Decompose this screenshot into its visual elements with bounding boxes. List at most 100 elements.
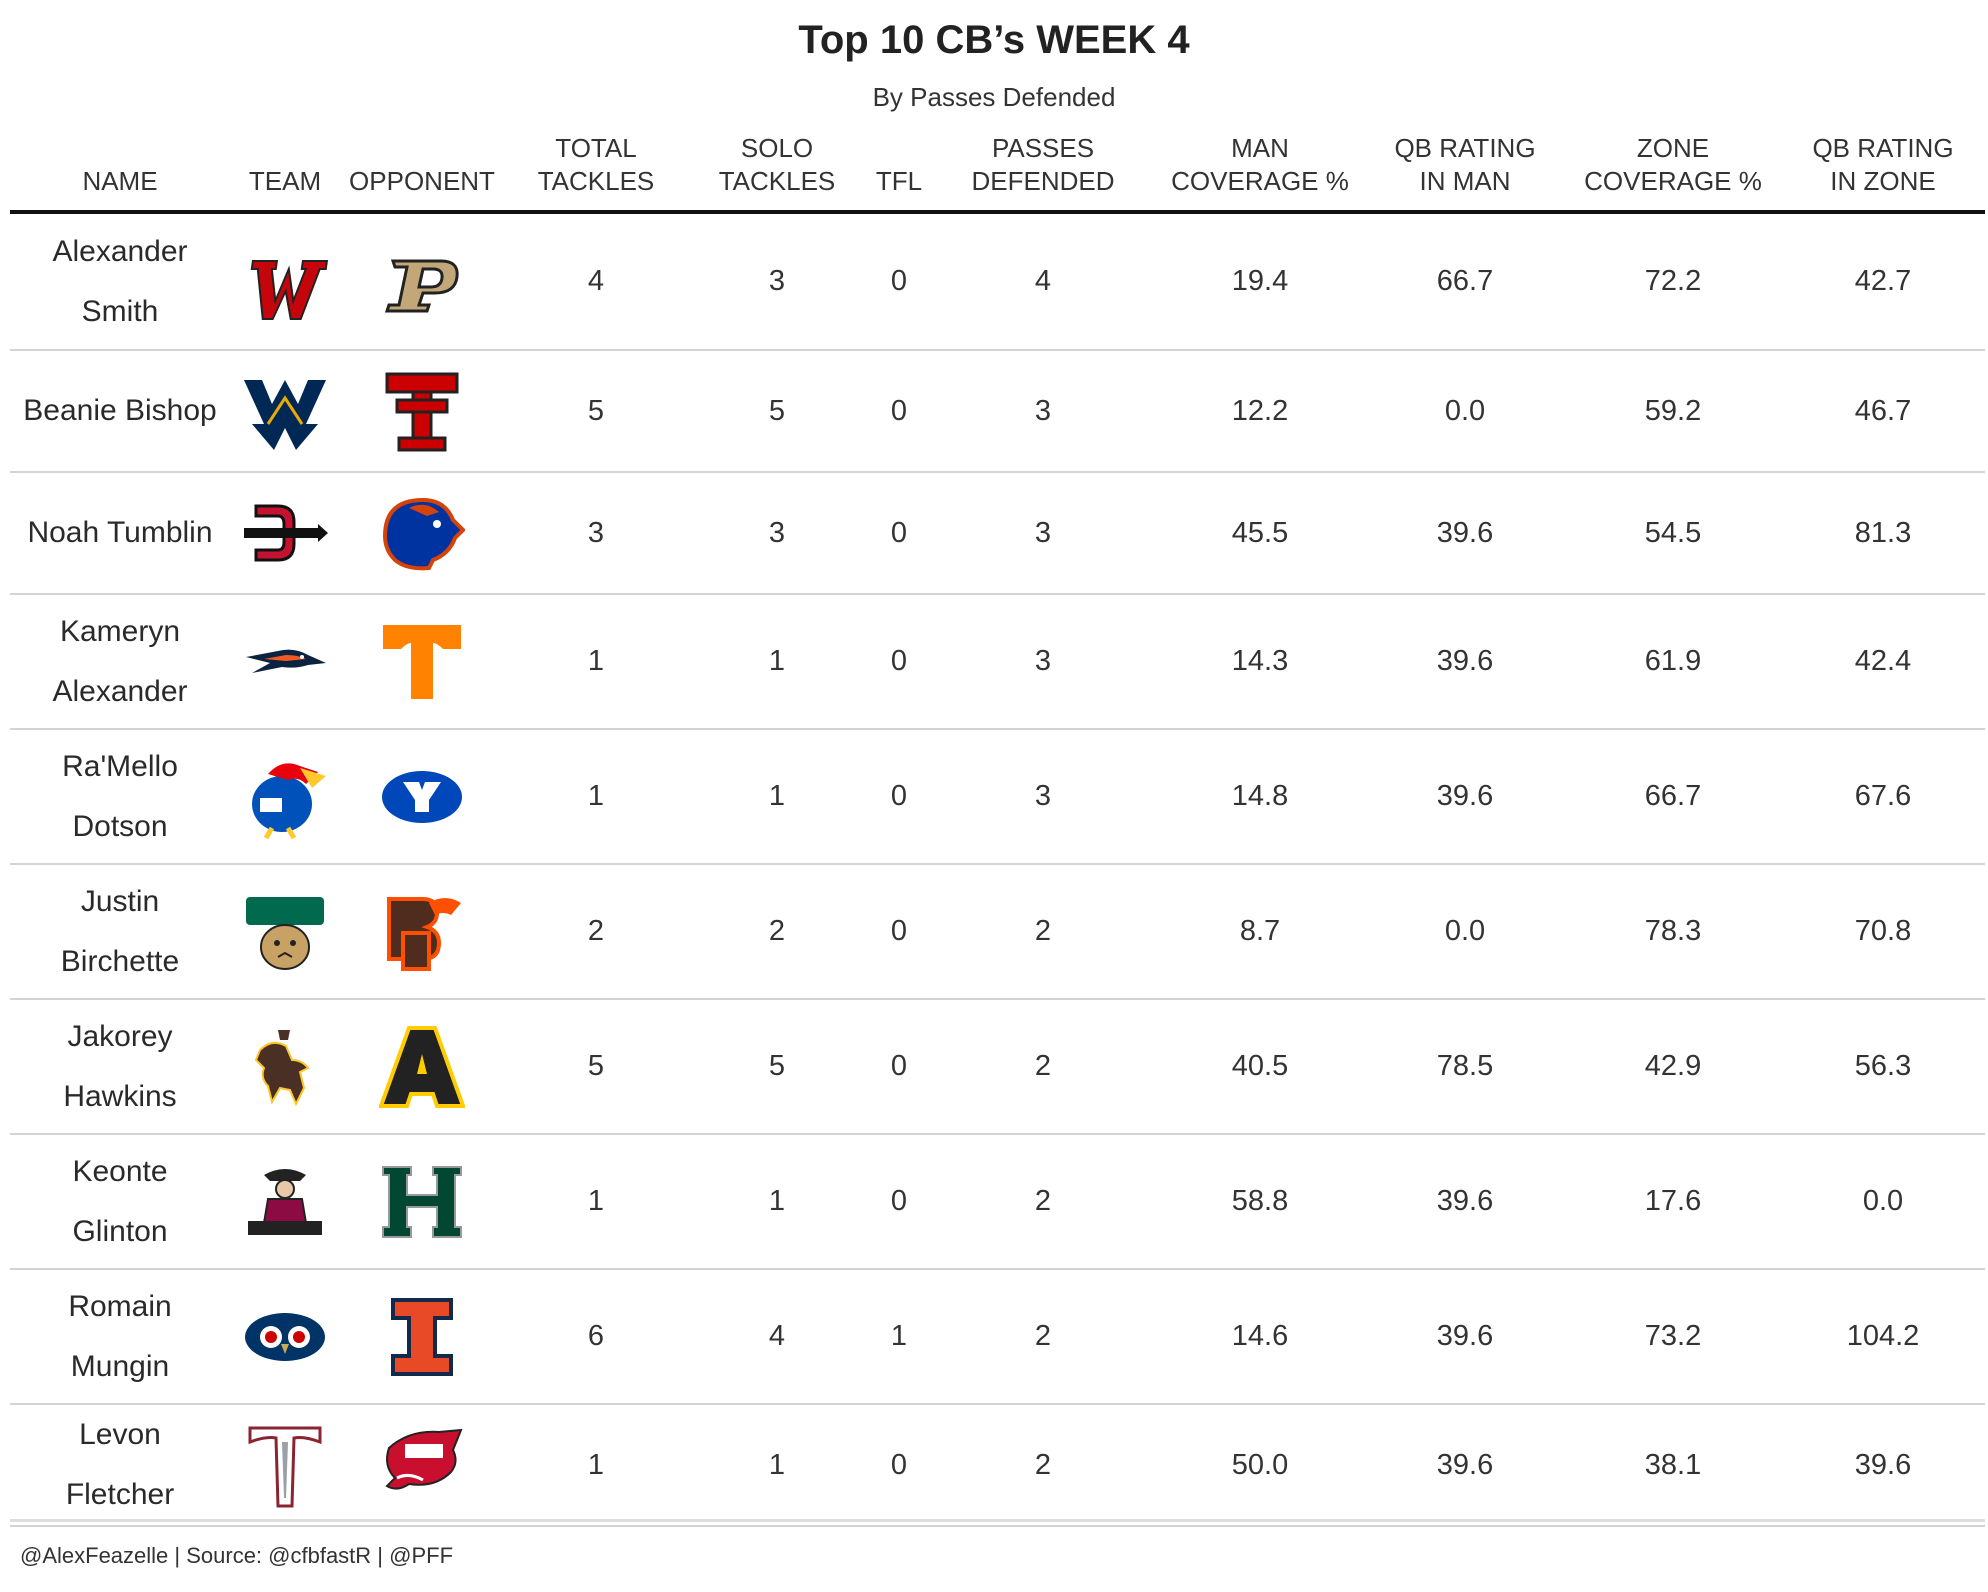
table-row: Levon Fletcher 1 1 0 2 50.0 39.6 38.1 39.6 — [10, 1405, 1985, 1527]
table-row: Keonte Glinton 1 1 0 2 58.8 39.6 17.6 0.0 — [10, 1135, 1985, 1270]
opponent-logo-cell — [342, 865, 502, 998]
player-name: Jakorey Hawkins — [63, 1019, 177, 1113]
player-name: Kameryn Alexander — [52, 614, 188, 708]
cell-zone-coverage: 54.5 — [1644, 516, 1702, 549]
cell-solo-tackles: 5 — [768, 1050, 786, 1082]
player-name: Keonte Glinton — [72, 1154, 168, 1248]
team-logo-cell — [235, 351, 335, 471]
cell-passes-defended: 3 — [1034, 394, 1052, 427]
opponent-logo-cell — [342, 473, 502, 593]
table-body: Alexander Smith 4 3 0 4 19.4 66.7 72.2 42.7 Beani… — [10, 214, 1985, 1527]
player-name: Noah Tumblin — [27, 516, 213, 549]
cell-tfl: 0 — [890, 1050, 908, 1082]
cell-qb-rating-man: 39.6 — [1436, 1320, 1494, 1352]
purdue-logo-icon — [384, 259, 459, 312]
cell-total-tackles: 2 — [587, 915, 605, 947]
cell-solo-tackles: 1 — [768, 645, 786, 677]
cell-tfl: 0 — [890, 645, 908, 677]
new-mexico-state-logo-icon — [248, 1168, 322, 1235]
player-name: Levon Fletcher — [65, 1418, 175, 1511]
cell-qb-rating-man: 39.6 — [1436, 1448, 1494, 1481]
cell-qb-rating-zone: 46.7 — [1854, 394, 1912, 427]
cell-qb-rating-zone: 42.4 — [1854, 645, 1912, 677]
cell-passes-defended: 4 — [1034, 265, 1052, 297]
tennessee-logo-icon — [383, 624, 461, 699]
cell-qb-rating-zone: 39.6 — [1854, 1448, 1912, 1481]
footer-divider — [10, 1519, 1985, 1522]
cell-solo-tackles: 4 — [768, 1320, 786, 1352]
wisconsin-logo-icon — [250, 259, 328, 320]
opponent-logo-cell — [342, 214, 502, 349]
kansas-logo-icon — [252, 762, 326, 839]
cell-zone-coverage: 59.2 — [1644, 394, 1702, 427]
cell-tfl: 0 — [890, 265, 908, 297]
stats-table: NAME TEAM OPPONENT TOTAL TACKLES SOLO TACKLE… — [10, 128, 1985, 1527]
cell-tfl: 0 — [890, 394, 908, 427]
cell-qb-rating-zone: 56.3 — [1854, 1050, 1912, 1082]
opponent-logo-cell — [342, 1135, 502, 1268]
table-row: Beanie Bishop 5 5 0 3 12.2 0.0 59.2 46.7 — [10, 351, 1985, 473]
team-logo-cell — [235, 1135, 335, 1268]
table-row: Kameryn Alexander 1 1 0 3 14.3 39.6 61.9 42.4 — [10, 595, 1985, 730]
chart-title: Top 10 CB’s WEEK 4 — [798, 18, 1190, 62]
cell-man-coverage: 14.3 — [1231, 645, 1289, 677]
bowling-green-logo-icon — [387, 896, 461, 971]
player-name: Ra'Mello Dotson — [62, 749, 178, 843]
team-logo-cell — [235, 595, 335, 728]
cell-total-tackles: 1 — [587, 1448, 605, 1481]
cell-passes-defended: 2 — [1034, 915, 1052, 947]
column-header-solo-tackles: SOLO TACKLES — [718, 133, 836, 196]
cell-qb-rating-man: 0.0 — [1444, 394, 1486, 427]
cell-qb-rating-man: 39.6 — [1436, 516, 1494, 549]
column-header-man-coverage: MAN COVERAGE % — [1171, 133, 1349, 196]
hawaii-logo-icon — [382, 1165, 462, 1238]
cell-solo-tackles: 3 — [768, 516, 786, 549]
team-logo-cell — [235, 730, 335, 863]
team-logo-cell — [235, 1270, 335, 1403]
player-name: Beanie Bishop — [23, 394, 217, 427]
table-row: Justin Birchette 2 2 0 2 8.7 0.0 78.3 70.8 — [10, 865, 1985, 1000]
table-row: Jakorey Hawkins 5 5 0 2 40.5 78.5 42.9 56.3 — [10, 1000, 1985, 1135]
cell-qb-rating-man: 39.6 — [1436, 1185, 1494, 1217]
cell-man-coverage: 19.4 — [1231, 265, 1289, 297]
cell-man-coverage: 14.6 — [1231, 1320, 1289, 1352]
cell-tfl: 1 — [890, 1320, 908, 1352]
cell-qb-rating-man: 39.6 — [1436, 645, 1494, 677]
utsa-logo-icon — [246, 649, 326, 673]
cell-solo-tackles: 3 — [768, 265, 786, 297]
player-name: Justin Birchette — [60, 884, 180, 978]
cell-total-tackles: 5 — [587, 394, 605, 427]
cell-zone-coverage: 66.7 — [1644, 780, 1702, 812]
appalachian-state-logo-icon — [379, 1025, 465, 1108]
cell-man-coverage: 40.5 — [1231, 1050, 1289, 1082]
player-name: Romain Mungin — [68, 1289, 172, 1383]
illinois-logo-icon — [391, 1297, 453, 1376]
texas-tech-logo-icon — [385, 372, 459, 452]
table-row: Alexander Smith 4 3 0 4 19.4 66.7 72.2 42.7 — [10, 214, 1985, 351]
cell-qb-rating-zone: 0.0 — [1862, 1185, 1904, 1217]
team-logo-cell — [235, 214, 335, 349]
wyoming-logo-icon — [254, 1029, 310, 1106]
opponent-logo-cell — [342, 351, 502, 471]
cell-qb-rating-man: 0.0 — [1444, 915, 1486, 947]
opponent-logo-cell — [342, 730, 502, 863]
table-header: NAME TEAM OPPONENT TOTAL TACKLES SOLO TACKLE… — [10, 128, 1985, 214]
cell-qb-rating-zone: 81.3 — [1854, 516, 1912, 549]
cell-man-coverage: 12.2 — [1231, 394, 1289, 427]
column-header-team: TEAM — [248, 166, 322, 196]
team-logo-cell — [235, 1405, 335, 1525]
cell-man-coverage: 8.7 — [1239, 915, 1281, 947]
cell-zone-coverage: 38.1 — [1644, 1448, 1702, 1481]
cell-total-tackles: 5 — [587, 1050, 605, 1082]
cell-total-tackles: 3 — [587, 516, 605, 549]
column-header-total-tackles: TOTAL TACKLES — [537, 133, 655, 196]
cell-solo-tackles: 1 — [768, 1448, 786, 1481]
cell-total-tackles: 6 — [587, 1320, 605, 1352]
team-logo-cell — [235, 865, 335, 998]
cell-passes-defended: 2 — [1034, 1448, 1052, 1481]
cell-qb-rating-man: 78.5 — [1436, 1050, 1494, 1082]
table-row: Romain Mungin 6 4 1 2 14.6 39.6 73.2 104.2 — [10, 1270, 1985, 1405]
table-row: Ra'Mello Dotson 1 1 0 3 14.8 39.6 66.7 67.6 — [10, 730, 1985, 865]
column-header-zone-coverage: ZONE COVERAGE % — [1584, 133, 1762, 196]
column-header-qb-rating-zone: QB RATING IN ZONE — [1812, 133, 1954, 196]
